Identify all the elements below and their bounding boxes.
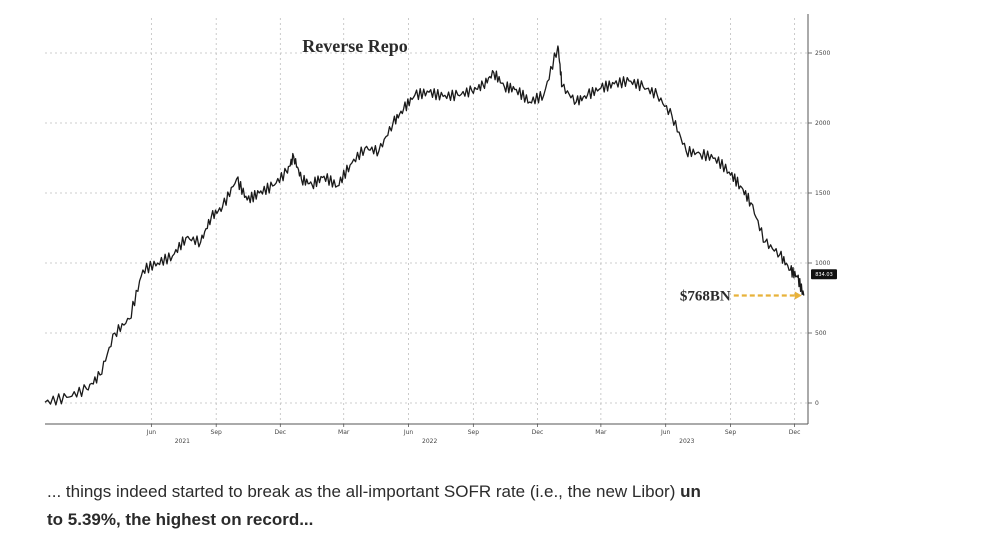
annotation-arrow-head — [794, 291, 802, 300]
x-tick-label-5: Sep — [468, 429, 480, 436]
reverse-repo-line — [44, 45, 805, 406]
chart-annotation: $768BN 834.03 — [680, 269, 837, 304]
chart-series — [44, 45, 805, 406]
last-value-badge — [811, 269, 837, 280]
x-tick-label-0: Jun — [146, 429, 157, 436]
x-year-label-1: 2022 — [422, 438, 437, 445]
x-tick-label-8: Jun — [660, 429, 671, 436]
caption-bold-text-2: to 5.39%, the highest on record... — [47, 510, 314, 529]
x-tick-label-6: Dec — [532, 429, 544, 436]
x-tick-label-4: Jun — [403, 429, 414, 436]
y-tick-label-1: 500 — [815, 330, 827, 337]
article-caption: ... things indeed started to break as th… — [47, 478, 977, 534]
chart-axes: 0 500 1000 1500 2000 2500 Jun Sep Dec Mar Jun Sep De… — [45, 14, 830, 445]
x-tick-label-9: Sep — [725, 429, 737, 436]
y-tick-label-3: 1500 — [815, 190, 830, 197]
x-tick-label-2: Dec — [274, 429, 286, 436]
chart-title: Reverse Repo — [302, 36, 407, 56]
x-tick-label-10: Dec — [789, 429, 801, 436]
x-tick-label-3: Mar — [338, 429, 350, 436]
caption-bold-text: un — [680, 482, 701, 501]
x-year-label-0: 2021 — [175, 438, 190, 445]
x-tick-label-1: Sep — [211, 429, 223, 436]
annotation-label: $768BN — [680, 288, 731, 304]
caption-line-1: ... things indeed started to break as th… — [47, 478, 977, 506]
caption-text: ... things indeed started to break as th… — [47, 482, 681, 501]
x-tick-label-7: Mar — [595, 429, 607, 436]
y-tick-label-2: 1000 — [815, 260, 830, 267]
last-value-badge-text: 834.03 — [815, 272, 833, 278]
x-year-label-2: 2023 — [679, 438, 694, 445]
chart-gridlines — [45, 18, 808, 424]
y-tick-label-5: 2500 — [815, 50, 830, 57]
y-tick-label-0: 0 — [815, 400, 819, 407]
caption-line-2: to 5.39%, the highest on record... — [47, 506, 977, 534]
reverse-repo-chart: 0 500 1000 1500 2000 2500 Jun Sep Dec Mar Jun Sep De… — [44, 14, 837, 445]
y-tick-label-4: 2000 — [815, 120, 830, 127]
